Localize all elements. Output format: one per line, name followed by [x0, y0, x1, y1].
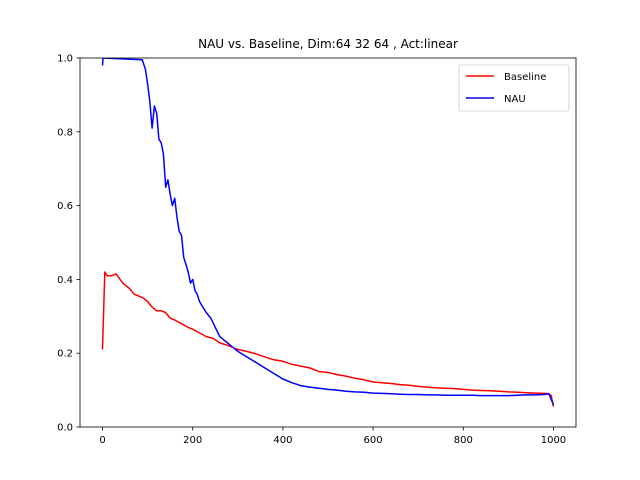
plot-area [101, 58, 555, 407]
series-line-baseline [101, 271, 555, 407]
chart-title: NAU vs. Baseline, Dim:64 32 64 , Act:lin… [198, 37, 458, 51]
series-line-nau [101, 58, 555, 406]
x-tick-label: 0 [99, 435, 105, 446]
x-tick-label: 1000 [541, 435, 566, 446]
legend: Baseline NAU [458, 64, 570, 112]
x-tick-label: 400 [273, 435, 292, 446]
axes: 0 200 400 600 800 1000 0.0 0.2 0.4 0.6 0.8 1.0 [57, 54, 577, 446]
x-tick-label: 200 [183, 435, 202, 446]
x-tick-label: 600 [364, 435, 383, 446]
legend-label-baseline: Baseline [504, 72, 546, 83]
y-tick-label: 0.0 [57, 423, 73, 434]
y-tick-label: 0.8 [57, 127, 73, 138]
y-tick-label: 0.4 [57, 275, 73, 286]
legend-label-nau: NAU [504, 94, 526, 105]
x-tick-label: 800 [454, 435, 473, 446]
y-tick-label: 0.2 [57, 349, 73, 360]
y-tick-label: 0.6 [57, 201, 73, 212]
axes-frame [79, 57, 577, 428]
y-tick-label: 1.0 [57, 54, 73, 65]
